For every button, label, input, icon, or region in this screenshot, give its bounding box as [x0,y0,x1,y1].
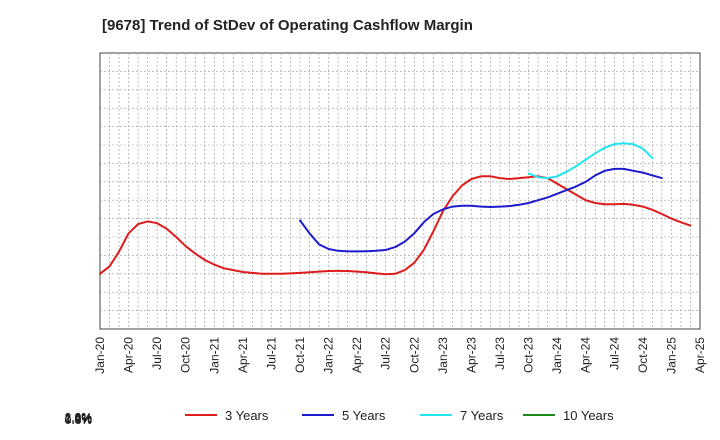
series-line-3-years [99,175,692,276]
x-tick-label: Oct-24 [636,337,650,373]
x-tick-label: Apr-25 [693,337,707,373]
x-tick-label: Oct-22 [407,337,421,373]
x-tick-label: Oct-21 [293,337,307,373]
y-tick-label: 0.8% [65,413,93,427]
x-tick-label: Apr-22 [350,337,364,373]
y-tick-label: 1.0% [65,412,93,426]
x-tick-label: Jul-21 [264,337,278,370]
plot-area [99,52,701,330]
x-tick-label: Jul-22 [379,337,393,370]
x-tick-label: Apr-24 [579,337,593,373]
x-tick-label: Oct-20 [179,337,193,373]
x-tick-label: Apr-21 [236,337,250,373]
series-line-7-years [527,142,654,180]
x-tick-label: Apr-20 [122,337,136,373]
x-tick-label: Jan-22 [322,337,336,374]
y-tick-label: 0.6% [65,413,93,427]
legend-label: 5 Years [342,408,386,423]
series-lines [99,142,692,276]
x-tick-label: Jul-23 [493,337,507,370]
x-tick-label: Jan-20 [93,337,107,374]
y-tick-label: 1.6% [65,411,93,425]
legend: 3 Years 5 Years 7 Years 10 Years [185,408,614,423]
y-tick-label: 2.0% [65,410,93,424]
x-tick-label: Jan-23 [436,337,450,374]
y-axis: 0.6%0.8%1.0%1.2%1.4%1.6%1.8%2.0% [65,410,93,427]
legend-label: 10 Years [563,408,614,423]
x-tick-label: Jan-24 [550,337,564,374]
x-tick-label: Jan-25 [664,337,678,374]
x-tick-label: Jul-24 [607,337,621,370]
legend-label: 3 Years [225,408,269,423]
x-tick-label: Jan-21 [207,337,221,374]
y-tick-label: 1.2% [65,412,93,426]
grid [100,53,700,329]
x-axis: Jan-20 Apr-20 Jul-20 Oct-20 Jan-21 Apr-21 Jul-… [93,337,707,374]
x-tick-label: Jul-20 [150,337,164,370]
y-tick-label: 1.4% [65,411,93,425]
series-line-5-years [299,167,663,253]
x-tick-label: Oct-23 [522,337,536,373]
x-tick-label: Apr-23 [464,337,478,373]
chart-title: [9678] Trend of StDev of Operating Cashf… [102,17,473,34]
legend-label: 7 Years [460,408,504,423]
y-tick-label: 1.8% [65,411,93,425]
